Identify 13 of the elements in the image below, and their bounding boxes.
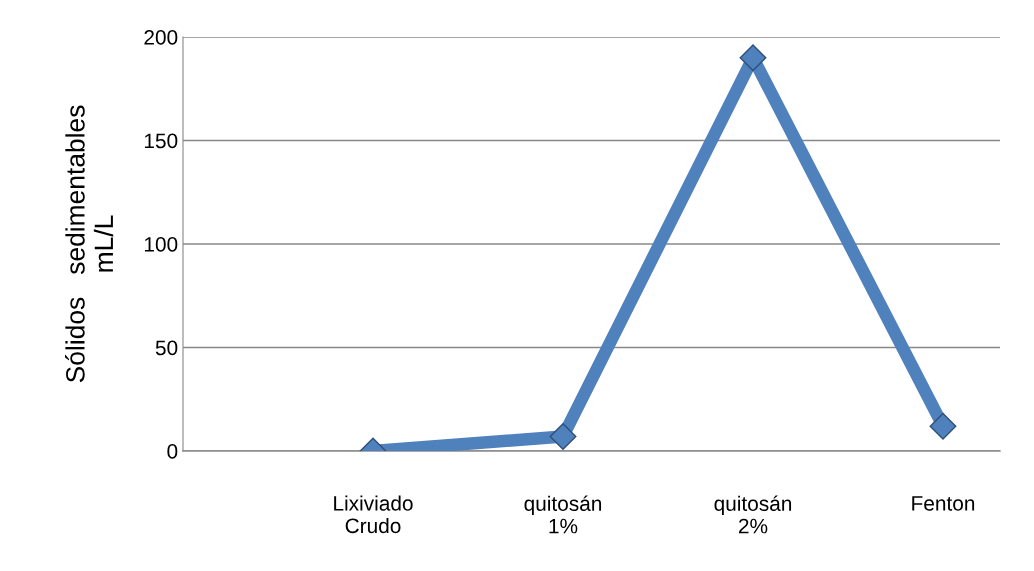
y-axis-title: Sólidos sedimentables mL/L: [65, 105, 114, 383]
y-tick-label: 150: [144, 133, 178, 149]
x-tick-label: quitosán 2%: [714, 495, 792, 534]
y-tick-label: 100: [144, 237, 178, 252]
x-tick-label: quitosán 1%: [524, 495, 602, 534]
point: [929, 412, 957, 440]
point: [549, 423, 577, 450]
x-tick-label: Lixiviado Crudo: [334, 495, 413, 534]
x-tick-label: Fenton: [912, 496, 975, 511]
y-tick-label: 200: [144, 30, 178, 45]
point: [739, 44, 767, 72]
y-tick-label: 50: [155, 340, 178, 356]
y-tick-label: 0: [167, 444, 178, 459]
